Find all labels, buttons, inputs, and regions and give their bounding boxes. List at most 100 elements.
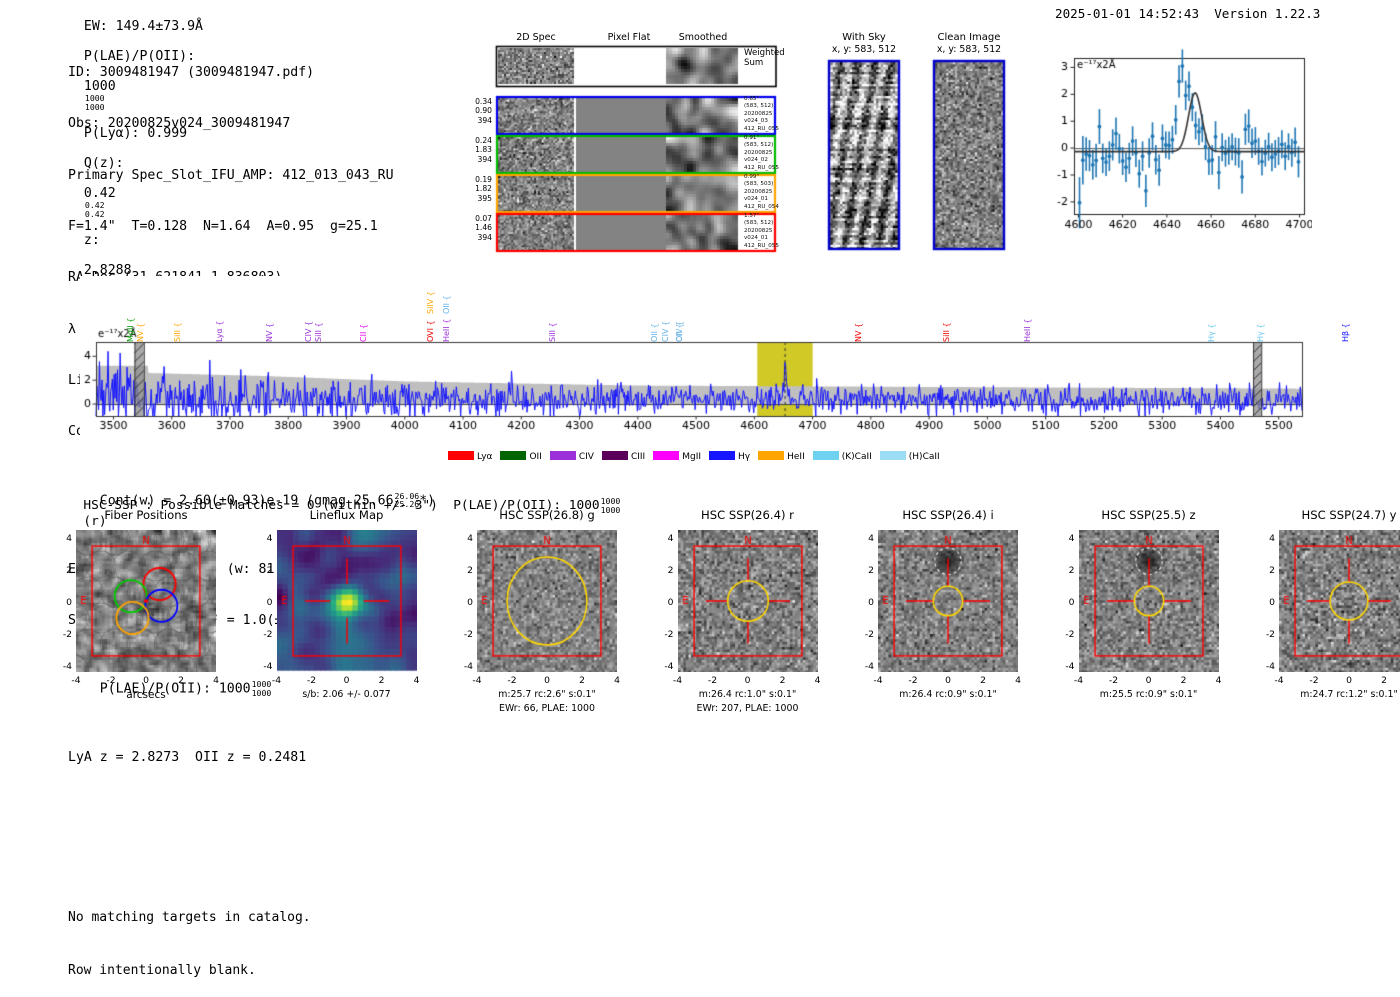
two-d-exposure-field: 0.91": [744, 135, 760, 141]
legend-label: MgII: [682, 452, 702, 462]
two-d-metric-value: 0.90: [475, 106, 492, 116]
cutout-x-tick: 4: [1215, 675, 1222, 686]
legend-label: CIII: [630, 452, 646, 462]
cutout-y-tick: -4: [864, 661, 874, 672]
spectral-line-label-lyα: Lyα {: [215, 320, 225, 342]
legend-swatch: [601, 451, 628, 460]
two-d-metric-value: 0.34: [475, 97, 492, 106]
footer-line-1: No matching targets in catalog.: [68, 910, 311, 925]
legend-item-mgii: MgII: [653, 451, 701, 462]
cutout-x-tick: 2: [980, 675, 986, 686]
sky-panel-title-1: Clean Image x, y: 583, 512: [914, 32, 1024, 56]
cutout-caption-secondary: EWr: 207, PLAE: 1000: [696, 703, 799, 714]
cutout-image[interactable]: [878, 530, 1018, 672]
info-cont-wide: Cont(w) = 2.60(±0.93)e-19 (gmag 25.66 26.…: [99, 490, 436, 510]
spectral-line-label-nv: NV {: [854, 322, 864, 342]
header-ew: EW: 149.4±73.9Å: [83, 19, 203, 34]
two-d-exposure-field: 0.65": [744, 96, 760, 102]
spectral-line-label-nv: NV {: [136, 322, 146, 342]
two-d-spectra-panel: 2D Spec Pixel Flat Smoothed Weighted Sum 0.…: [460, 32, 785, 258]
cutout-y-tick: 0: [667, 597, 674, 608]
spectral-line-label-ovi: OVI {: [426, 320, 435, 342]
spectral-line-label-siii: SiII {: [172, 322, 182, 342]
cutout-x-axis: -4 -2 0 2 4: [472, 675, 620, 689]
cutout-y-tick: 4: [868, 533, 874, 544]
info-gmag-range: 26.06 25.26: [394, 490, 420, 510]
two-d-metric-value: 1.83: [475, 145, 492, 155]
cutout-y-tick: -2: [1265, 629, 1275, 640]
cutout-y-tick: 2: [266, 565, 273, 576]
legend-item-oii: OII: [500, 451, 542, 462]
emission-line-canvas: [1032, 46, 1312, 251]
spectral-line-label-siii: SiII {: [314, 322, 324, 342]
spectral-line-label-civ: CIV {: [674, 320, 684, 342]
cutout-title: HSC SSP(26.4) i: [902, 508, 994, 522]
legend-item-kcaii: (K)CaII: [812, 451, 872, 462]
cutout-image[interactable]: [477, 530, 617, 672]
legend-swatch: [500, 451, 527, 460]
cutout-image[interactable]: [1279, 530, 1400, 672]
emission-line-plot: [1032, 46, 1312, 255]
cutout-x-tick: -2: [707, 675, 718, 686]
two-d-metric-value: 394: [477, 232, 493, 242]
cutout-x-axis: -4 -2 0 2 4: [673, 675, 821, 689]
two-d-exposure-field: 20200825: [744, 227, 773, 234]
sky-image-panels: With Sky x, y: 583, 512 Clean Image x, y: 5…: [818, 32, 1018, 263]
cutout-caption-primary: m:25.7 rc:2.6" s:0.1": [498, 689, 596, 700]
spectral-line-label-siii: SiII {: [548, 322, 558, 342]
cutout-caption-primary: m:24.7 rc:1.2" s:0.1": [1300, 689, 1398, 700]
cutout-x-tick: -2: [306, 675, 317, 686]
legend-label: Lyα: [477, 452, 493, 462]
cutout-y-tick: 2: [467, 565, 473, 576]
cutout-image[interactable]: [1078, 530, 1219, 672]
two-d-row-metrics: 0.07 1.46 394: [452, 214, 492, 242]
cutout-y-tick: 0: [66, 597, 72, 608]
two-d-col-title-2d-spec: 2D Spec: [516, 32, 556, 43]
footer-note: No matching targets in catalog. Row inte…: [68, 874, 311, 997]
cutout-x-tick: -4: [873, 675, 883, 686]
cutout-y-tick: 0: [266, 597, 273, 608]
cutout-x-tick: 0: [1346, 675, 1352, 686]
legend-swatch: [653, 451, 680, 460]
cutout-y-tick: 0: [868, 597, 874, 608]
cutout-caption-primary: m:25.5 rc:0.9" s:0.1": [1099, 689, 1198, 700]
spectral-line-label-civ: CIV {: [660, 320, 670, 342]
cutout-image[interactable]: [276, 530, 417, 672]
cutout-y-axis: 4 2 0 -2 -4: [257, 530, 275, 672]
spectral-line-label-cii: CII {: [359, 324, 368, 342]
cutout-image[interactable]: [76, 530, 216, 672]
cutout-image[interactable]: [677, 530, 818, 672]
two-d-exposure-field: v024_01: [744, 196, 768, 203]
two-d-exposure-field: 412_RU_055: [744, 125, 779, 132]
cutout-y-tick: -4: [62, 661, 72, 672]
info-plae-range: 1000 1000: [251, 679, 272, 698]
cutout-y-axis: 4 2 0 -2 -4: [1059, 530, 1077, 672]
cutout-x-tick: -4: [472, 675, 482, 686]
sky-panel-name: With Sky: [842, 32, 886, 43]
two-d-exposure-field: 20200825: [744, 188, 773, 195]
legend-swatch: [448, 451, 474, 460]
two-d-exposure-field: v024_01: [744, 235, 768, 242]
cutout-y-tick: -4: [664, 661, 674, 672]
cutout-y-tick: 2: [1068, 565, 1075, 576]
header-plae-label: P(LAE)/P(OII):: [83, 49, 196, 64]
legend-item-heii: HeII: [758, 451, 805, 462]
two-d-row-metrics: 0.34 0.90 394: [452, 97, 492, 125]
legend-label: Hγ: [738, 452, 751, 462]
two-d-metric-value: 0.07: [475, 214, 492, 223]
two-d-exposure-field: (583, 512): [744, 103, 774, 110]
two-d-col-title-pixel-flat: Pixel Flat: [607, 32, 651, 43]
info-id: ID: 3009481947 (3009481947.pdf): [68, 65, 315, 81]
cutout-y-tick: 0: [1269, 597, 1275, 608]
cutout-caption-secondary: EWr: 66, PLAE: 1000: [499, 703, 595, 714]
cutout-y-tick: 4: [467, 533, 473, 544]
header-plae-value: 1000: [83, 79, 116, 94]
cutout-x-tick: -4: [271, 675, 282, 686]
two-d-exposure-field: 412_RU_054: [744, 203, 779, 210]
cutout-x-tick: 2: [1180, 675, 1187, 686]
cutout-y-tick: 4: [66, 533, 72, 544]
two-d-row-metrics: 0.19 1.82 395: [452, 175, 492, 203]
two-d-exposure-field: 20200825: [744, 110, 773, 117]
cutout-title: Fiber Positions: [104, 508, 188, 522]
legend-label: (H)CaII: [908, 452, 940, 462]
